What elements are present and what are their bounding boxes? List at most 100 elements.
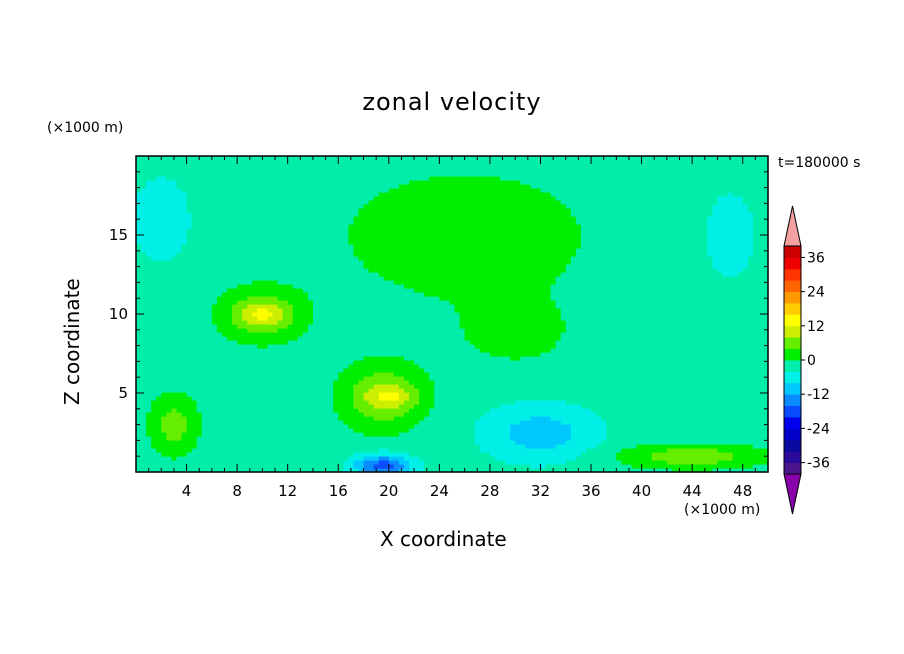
field-cell — [267, 308, 284, 313]
field-cell — [388, 456, 405, 461]
field-cell — [353, 384, 375, 389]
colorbar-band — [784, 439, 801, 452]
field-cell — [136, 460, 344, 465]
field-cell — [707, 240, 754, 245]
field-cell — [414, 424, 476, 429]
colorbar-band — [784, 314, 801, 327]
field-cell — [292, 308, 314, 313]
field-cell — [398, 432, 476, 437]
field-cell — [429, 176, 501, 181]
field-cell — [136, 428, 147, 433]
field-cell — [727, 192, 734, 197]
field-cell — [555, 304, 769, 309]
field-cell — [606, 420, 769, 425]
field-cell — [434, 392, 769, 397]
field-cell — [373, 384, 400, 389]
field-cell — [136, 380, 334, 385]
field-cell — [136, 196, 188, 201]
field-cell — [545, 464, 633, 469]
field-cell — [353, 220, 577, 225]
field-cell — [403, 376, 430, 381]
field-cell — [136, 468, 344, 473]
field-cell — [136, 240, 188, 245]
colorbar-extend-low — [783, 473, 802, 515]
field-cell — [136, 308, 213, 313]
field-cell — [560, 308, 769, 313]
field-cell — [136, 224, 193, 229]
field-cell — [707, 244, 754, 249]
field-cell — [237, 300, 289, 305]
colorbar-band — [784, 337, 801, 349]
field-cell — [398, 396, 410, 401]
field-cell — [191, 448, 380, 453]
field-cell — [555, 444, 597, 449]
field-cell — [363, 204, 567, 209]
field-cell — [166, 432, 183, 437]
field-cell — [419, 400, 435, 405]
field-cell — [368, 268, 567, 273]
field-cell — [292, 312, 314, 317]
field-cell — [373, 404, 400, 409]
field-cell — [479, 348, 552, 353]
x-tick-label: 8 — [232, 482, 242, 500]
field-cell — [161, 428, 188, 433]
field-cell — [146, 180, 178, 185]
field-cell — [565, 204, 713, 209]
field-cell — [353, 248, 577, 253]
field-cell — [742, 200, 769, 205]
field-cell — [136, 412, 147, 417]
field-cell — [151, 444, 198, 449]
field-cell — [297, 336, 466, 341]
field-cell — [752, 216, 769, 221]
field-cell — [449, 300, 557, 305]
field-cell — [570, 436, 607, 441]
field-cell — [403, 412, 430, 417]
colorbar-band — [784, 405, 801, 418]
field-cell — [550, 288, 769, 293]
field-cell — [752, 220, 769, 225]
field-cell — [343, 460, 355, 465]
field-cell — [555, 280, 769, 285]
field-cell — [348, 228, 582, 233]
field-cell — [146, 432, 167, 437]
field-cell — [434, 388, 769, 393]
field-cell — [242, 312, 253, 317]
field-cell — [434, 384, 769, 389]
colorbar-band — [784, 257, 801, 270]
field-cell — [424, 368, 769, 373]
field-cell — [358, 468, 365, 473]
colorbar-band — [784, 303, 801, 315]
field-cell — [176, 252, 355, 257]
field-cell — [742, 196, 769, 201]
field-cell — [393, 372, 430, 377]
field-cell — [409, 180, 521, 185]
field-cell — [221, 332, 304, 337]
field-cell — [515, 440, 567, 445]
field-cell — [621, 460, 668, 465]
colorbar-band — [784, 268, 801, 281]
field-cell — [211, 312, 233, 317]
field-cell — [373, 196, 557, 201]
field-cell — [247, 304, 279, 309]
field-cell — [555, 340, 769, 345]
field-cell — [307, 324, 461, 329]
field-cell — [343, 368, 425, 373]
field-cell — [489, 408, 592, 413]
field-cell — [398, 468, 410, 473]
field-cell — [151, 436, 167, 441]
field-cell — [211, 320, 233, 325]
time-label: t=180000 s — [778, 155, 861, 171]
field-cell — [166, 412, 183, 417]
field-cell — [312, 300, 451, 305]
field-cell — [181, 188, 390, 193]
field-cell — [742, 268, 769, 273]
field-cell — [424, 468, 673, 473]
colorbar-tick-label: 12 — [807, 319, 825, 335]
field-cell — [196, 436, 476, 441]
field-cell — [489, 352, 542, 357]
field-cell — [242, 308, 258, 313]
field-cell — [722, 272, 739, 277]
field-cell — [378, 448, 390, 453]
field-cell — [252, 312, 274, 317]
field-cell — [353, 216, 577, 221]
